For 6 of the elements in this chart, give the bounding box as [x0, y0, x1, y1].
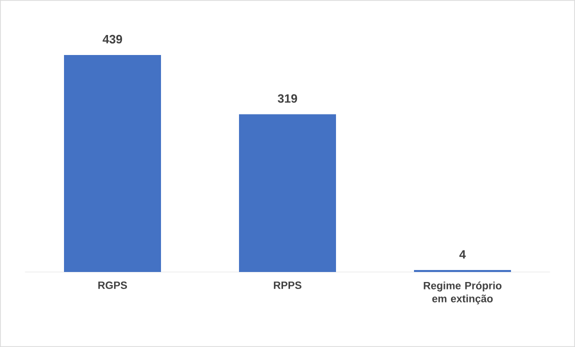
x-tick-label: RPPS: [274, 282, 302, 289]
data-label: 439: [102, 34, 122, 44]
data-label: 4: [459, 250, 466, 258]
data-label: 319: [278, 94, 298, 103]
x-tick-label: RGPS: [98, 282, 127, 289]
x-tick-label: Regime Próprio em extinção: [424, 282, 502, 304]
